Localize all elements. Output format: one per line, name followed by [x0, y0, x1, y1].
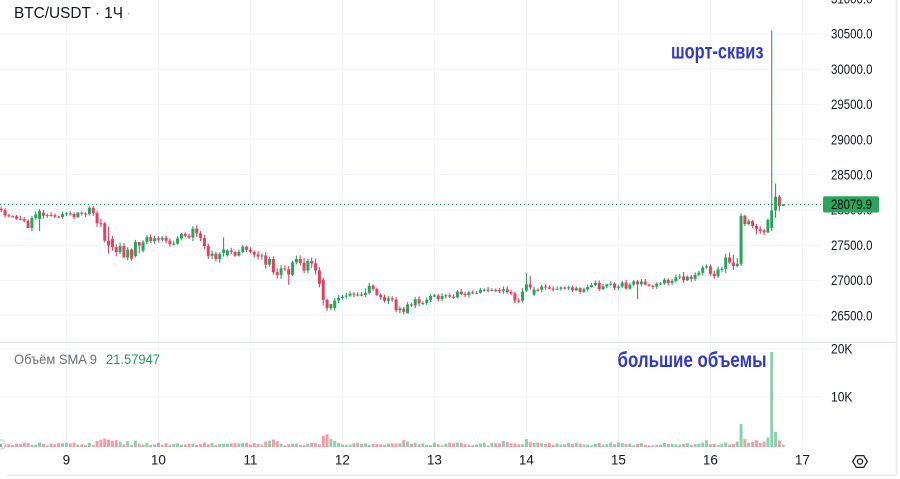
svg-text:27500.0: 27500.0	[831, 238, 873, 253]
svg-text:12: 12	[335, 453, 350, 468]
svg-text:29500.0: 29500.0	[831, 97, 873, 112]
svg-text:14: 14	[519, 453, 535, 468]
svg-text:20K: 20K	[831, 342, 853, 357]
svg-text:26500.0: 26500.0	[831, 308, 873, 323]
svg-text:Объём SMA 9: Объём SMA 9	[14, 351, 97, 367]
svg-text:27000.0: 27000.0	[831, 273, 873, 288]
svg-text:BTC/USDT · 1Ч: BTC/USDT · 1Ч	[14, 5, 123, 22]
svg-text:29000.0: 29000.0	[831, 132, 873, 147]
svg-text:·: ·	[126, 5, 131, 22]
svg-text:31000.0: 31000.0	[831, 0, 873, 7]
svg-text:17: 17	[795, 453, 810, 468]
svg-text:16: 16	[703, 453, 718, 468]
svg-text:28079.9: 28079.9	[831, 197, 872, 212]
svg-text:10K: 10K	[831, 390, 853, 405]
svg-text:21.57947: 21.57947	[106, 351, 160, 367]
svg-text:9: 9	[63, 453, 71, 468]
svg-text:13: 13	[427, 453, 442, 468]
svg-text:28500.0: 28500.0	[831, 168, 873, 183]
svg-text:11: 11	[243, 453, 257, 468]
svg-text:большие объемы: большие объемы	[618, 349, 767, 372]
svg-text:10: 10	[151, 453, 166, 468]
svg-text:шорт-сквиз: шорт-сквиз	[671, 41, 764, 64]
svg-text:15: 15	[611, 453, 626, 468]
svg-text:30000.0: 30000.0	[831, 62, 873, 77]
svg-text:30500.0: 30500.0	[831, 27, 873, 42]
svg-text:x: x	[0, 440, 3, 449]
